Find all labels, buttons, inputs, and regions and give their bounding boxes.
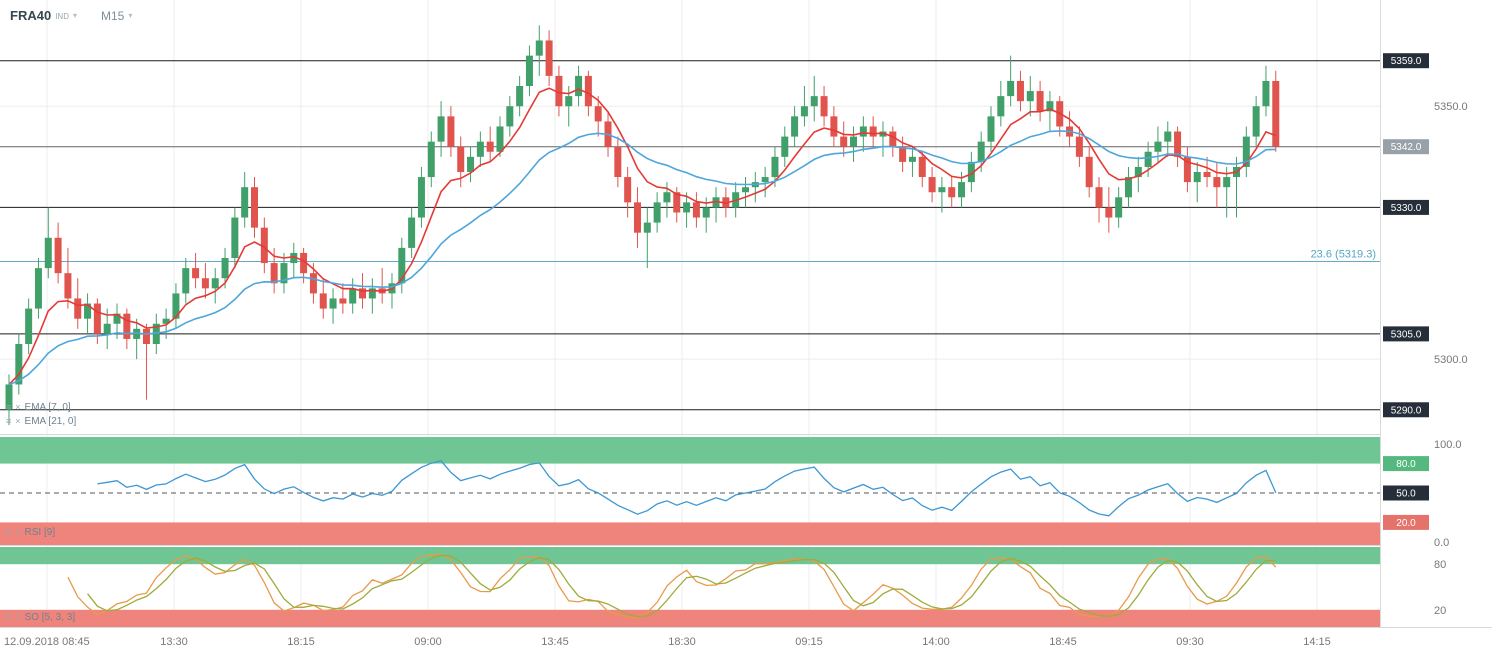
chart-toolbar: FRA40 IND ▾ M15 ▾ xyxy=(10,8,132,23)
grid-layer xyxy=(0,0,1380,627)
x-axis-label: 14:15 xyxy=(1303,636,1331,648)
current-price-label xyxy=(1383,139,1429,155)
x-axis-label: 18:15 xyxy=(287,636,315,648)
stochastic-legend: ≡ × SO [5, 3, 3] xyxy=(6,612,75,623)
indicator-remove-icon[interactable]: × xyxy=(15,612,21,622)
stochastic-legend-label: SO [5, 3, 3] xyxy=(24,612,76,623)
svg-text:5359.0: 5359.0 xyxy=(1391,56,1422,67)
price-level-label xyxy=(1383,199,1429,215)
x-axis-label: 18:30 xyxy=(668,636,696,648)
symbol-type-badge: IND xyxy=(55,12,69,21)
rsi-level-label xyxy=(1383,456,1429,472)
svg-text:50.0: 50.0 xyxy=(1396,489,1416,500)
indicator-remove-icon[interactable]: × xyxy=(15,527,21,537)
indicator-settings-icon[interactable]: ≡ xyxy=(6,416,12,426)
ema-fast-legend: ≡ × EMA [7, 0] xyxy=(6,402,71,413)
x-axis-label: 18:45 xyxy=(1049,636,1077,648)
ema-slow-line xyxy=(8,130,1276,386)
ema-slow-legend-label: EMA [21, 0] xyxy=(24,416,77,427)
rsi-line xyxy=(97,460,1277,517)
so-scale-label: 20 xyxy=(1434,605,1446,617)
timeframe-label: M15 xyxy=(100,8,125,23)
rsi-level-label xyxy=(1383,514,1429,530)
x-axis-label: 14:00 xyxy=(922,636,950,648)
price-level-label xyxy=(1383,53,1429,69)
so-scale-label: 80 xyxy=(1434,559,1446,571)
price-level-label xyxy=(1383,326,1429,342)
symbol-name[interactable]: FRA40 xyxy=(10,8,52,23)
x-axis-label: 09:30 xyxy=(1176,636,1204,648)
indicator-settings-icon[interactable]: ≡ xyxy=(6,402,12,412)
timeframe-chevron-down-icon: ▾ xyxy=(128,11,133,20)
stochastic-pane xyxy=(67,553,1277,619)
x-axis-label: 12.09.2018 08:45 xyxy=(4,636,90,648)
svg-text:20.0: 20.0 xyxy=(1396,518,1416,529)
pane-separators xyxy=(0,0,1492,628)
indicator-settings-icon[interactable]: ≡ xyxy=(6,527,12,537)
price-scale[interactable]: 5350.0 5300.0 5359.0 5342.0 5330.0 5305.0 5290… xyxy=(1383,53,1468,617)
indicator-settings-icon[interactable]: ≡ xyxy=(6,612,12,622)
fib-level-label: 23.6 (5319.3) xyxy=(1311,249,1376,261)
rsi-level-label xyxy=(1383,485,1429,501)
ema-slow-legend: ≡ × EMA [21, 0] xyxy=(6,416,76,427)
indicator-remove-icon[interactable]: × xyxy=(15,416,21,426)
x-axis-label: 13:45 xyxy=(541,636,569,648)
svg-text:5342.0: 5342.0 xyxy=(1391,142,1422,153)
stochastic-d-line xyxy=(87,554,1276,618)
svg-text:5290.0: 5290.0 xyxy=(1391,405,1422,416)
x-axis[interactable]: 12.09.2018 08:45 13:30 18:15 09:00 13:45 18:3… xyxy=(4,636,1331,648)
y-axis-tick-label: 5350.0 xyxy=(1434,101,1468,113)
indicator-remove-icon[interactable]: × xyxy=(15,402,21,412)
timeframe-selector[interactable]: M15 ▾ xyxy=(101,9,132,23)
svg-text:80.0: 80.0 xyxy=(1396,459,1416,470)
x-axis-label: 09:15 xyxy=(795,636,823,648)
symbol-chevron-down-icon[interactable]: ▾ xyxy=(72,11,77,20)
y-axis-tick-label: 5300.0 xyxy=(1434,354,1468,366)
rsi-scale-label: 100.0 xyxy=(1434,439,1462,451)
x-axis-label: 13:30 xyxy=(160,636,188,648)
price-levels-layer: 23.6 (5319.3) xyxy=(0,60,1380,411)
rsi-pane xyxy=(0,460,1380,517)
price-level-label xyxy=(1383,402,1429,418)
stochastic-k-line xyxy=(67,553,1277,619)
ema-fast-line xyxy=(8,87,1277,386)
svg-text:5305.0: 5305.0 xyxy=(1391,329,1422,340)
ema-fast-legend-label: EMA [7, 0] xyxy=(24,402,71,413)
rsi-legend: ≡ × RSI [9] xyxy=(6,527,55,538)
rsi-legend-label: RSI [9] xyxy=(24,527,56,538)
candles-layer[interactable] xyxy=(5,25,1280,425)
indicator-bands xyxy=(0,437,1380,627)
svg-text:5330.0: 5330.0 xyxy=(1391,203,1422,214)
x-axis-label: 09:00 xyxy=(414,636,442,648)
rsi-scale-label: 0.0 xyxy=(1434,537,1449,549)
